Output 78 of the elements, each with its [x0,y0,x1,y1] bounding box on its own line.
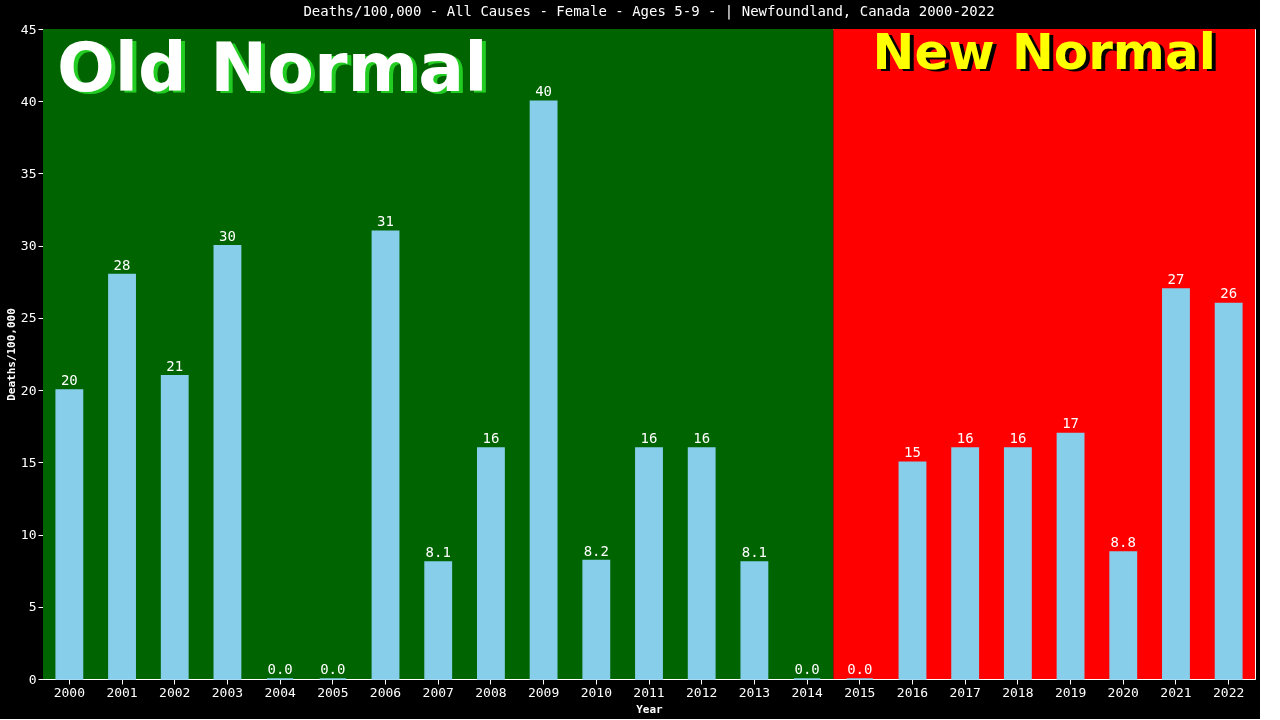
x-tick-label: 2014 [791,684,823,700]
x-tick-label: 2001 [106,684,138,700]
x-tick-label: 2016 [896,684,929,700]
x-tick-label: 2009 [527,684,560,700]
x-tick-label: 2019 [1054,684,1087,700]
bar [1109,551,1138,680]
data-label: 26 [1220,285,1238,302]
data-label: 16 [640,429,658,446]
x-tick-label: 2005 [317,684,349,700]
x-tick-label: 2003 [211,684,244,700]
data-label: 40 [535,83,553,100]
x-tick-label: 2022 [1213,684,1245,700]
data-label: 0.0 [847,661,873,677]
data-label: 17 [1062,415,1079,432]
bar [1214,302,1243,680]
y-axis-title: Deaths/100,000 [4,308,18,401]
data-label: 15 [904,444,921,461]
bar [740,561,769,680]
data-label: 27 [1167,271,1185,287]
x-tick-label: 2015 [844,684,876,700]
data-label: 8.1 [741,544,768,560]
x-tick-label: 2013 [738,684,771,700]
x-tick-label: 2011 [633,684,665,700]
data-label: 30 [219,227,236,244]
data-label: 16 [1009,429,1027,446]
x-tick-label: 2017 [949,684,981,700]
x-tick-label: 2004 [264,684,296,700]
bar [951,447,980,680]
bar [476,447,505,680]
chart-title: Deaths/100,000 - All Causes - Female - Ages 5-9 - | Newfoundland, Canada 2000-2022 [303,3,995,20]
y-tick-label: 30 [20,238,37,254]
data-label: 0.0 [794,661,820,677]
bar [1162,288,1190,680]
y-tick-label: 0 [28,671,37,687]
y-tick-label: 20 [20,382,37,398]
y-tick-label: 10 [20,527,37,543]
data-label: 16 [482,429,500,446]
data-label: 21 [166,357,184,374]
data-label: 0.0 [320,661,346,677]
x-tick-label: 2002 [159,684,191,700]
data-label: 16 [693,429,711,446]
x-tick-label: 2021 [1160,684,1192,700]
bar [108,273,136,680]
x-tick-label: 2020 [1107,684,1139,700]
x-axis-title: Year [636,702,664,716]
y-tick-label: 35 [20,165,37,181]
x-tick-label: 2018 [1002,684,1034,700]
x-tick-label: 2012 [686,684,718,700]
bar [582,559,611,680]
bar [635,447,663,680]
bar [1003,447,1032,680]
x-tick-label: 2008 [475,684,507,700]
bar [160,374,189,680]
x-tick-label: 2000 [53,684,85,700]
x-tick-label: 2010 [580,684,612,700]
data-label: 20 [60,372,78,389]
y-tick-label: 15 [20,454,37,470]
data-label: 28 [113,256,131,273]
bar [55,389,84,680]
bar [898,461,927,680]
y-tick-label: 45 [20,21,37,37]
data-label: 16 [956,429,974,446]
y-tick-label: 25 [20,310,37,326]
data-label: 8.1 [425,544,451,560]
y-tick-label: 5 [28,599,37,615]
data-label: 31 [377,213,394,230]
bar [529,100,558,680]
bar [371,230,400,680]
data-label: 0.0 [267,661,293,677]
x-tick-label: 2007 [422,684,454,700]
data-label: 8.2 [583,542,609,559]
y-tick-label: 40 [20,93,37,109]
bar [213,244,242,680]
data-label: 8.8 [1110,533,1136,550]
bar [1056,432,1085,680]
bar [424,561,453,680]
x-tick-label: 2006 [369,684,402,700]
bar [687,447,716,680]
